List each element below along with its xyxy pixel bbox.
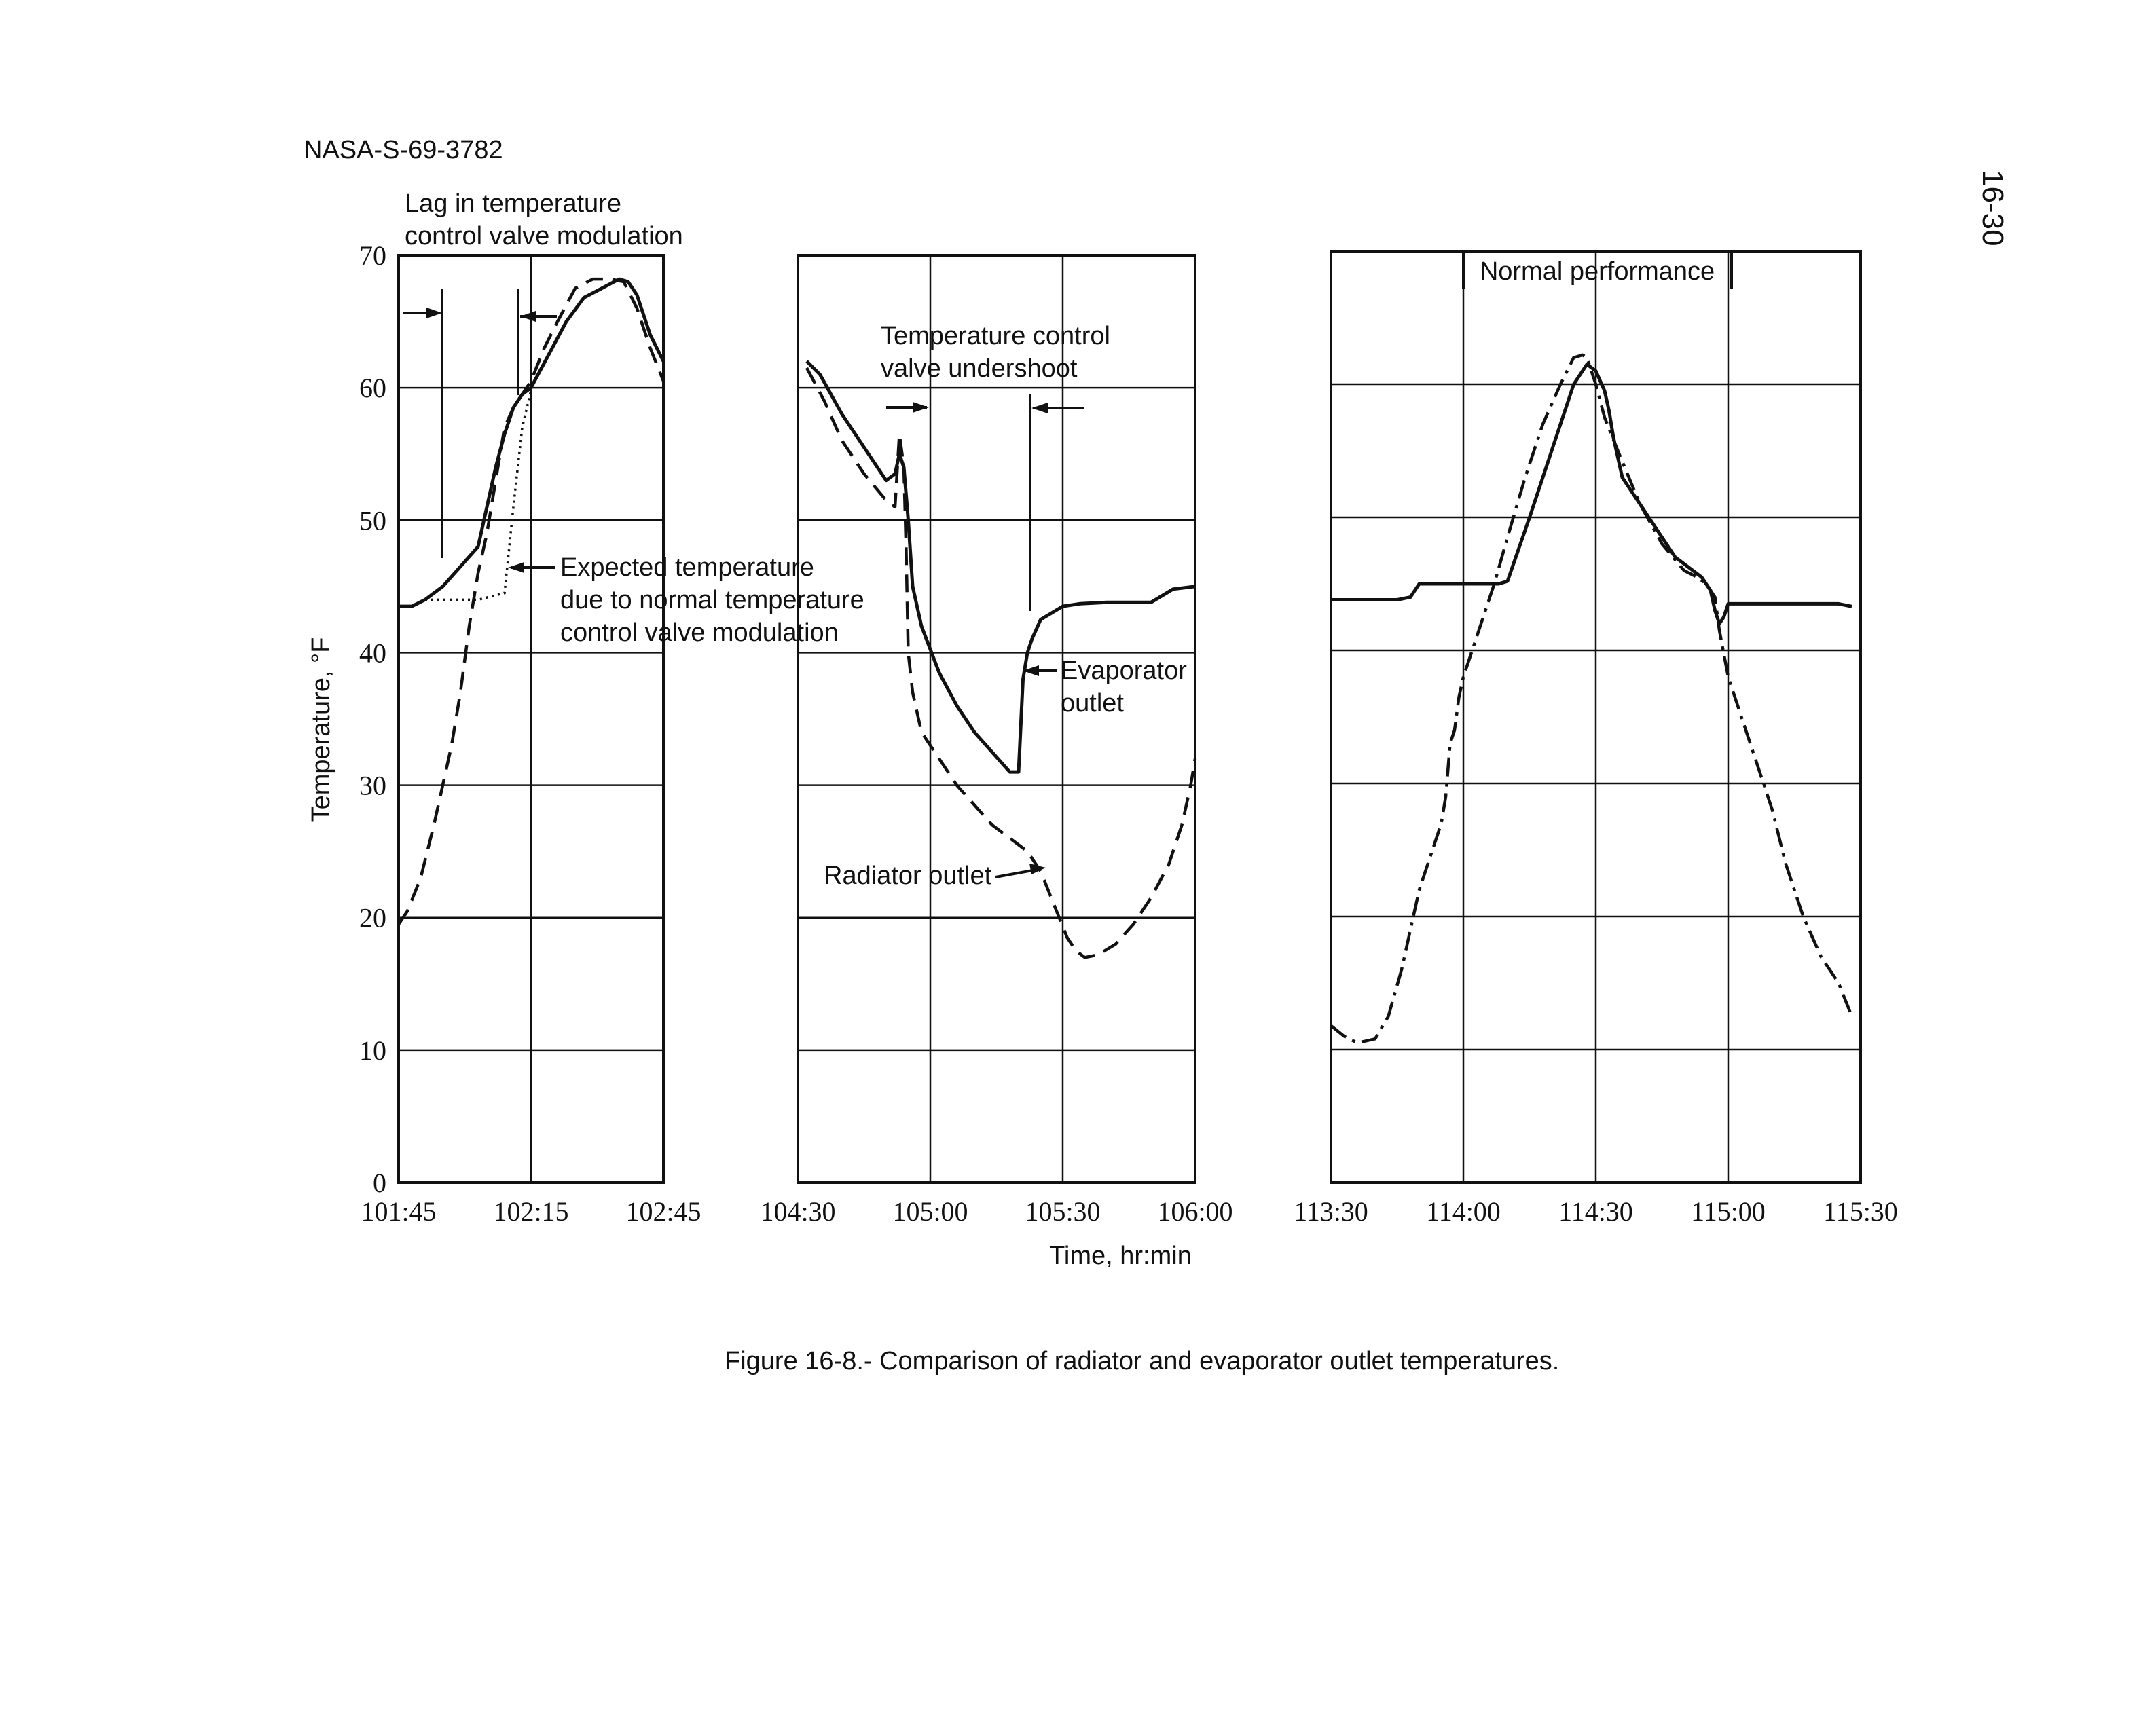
expected-temperature-arrow xyxy=(508,562,555,573)
x-axis-label: Time, hr:min xyxy=(1049,1242,1192,1270)
y-tick-label: 50 xyxy=(359,505,386,536)
right-panel: 113:30 114:00 114:30 115:00 115:30 xyxy=(1294,250,1898,1227)
expected-annotation-line-3: control valve modulation xyxy=(560,618,839,647)
radiator-outlet-series-line xyxy=(805,367,1197,959)
x-tick-label: 115:00 xyxy=(1691,1196,1766,1227)
y-tick-label: 20 xyxy=(359,903,386,933)
expected-annotation-line-2: due to normal temperature xyxy=(560,586,864,614)
expected-temperature-annotation: Expected temperature due to normal tempe… xyxy=(560,553,871,647)
y-tick-label: 0 xyxy=(373,1168,386,1198)
plot-frame xyxy=(797,254,1196,1184)
evaporator-label-line-2: outlet xyxy=(1061,689,1124,718)
figure-caption: Figure 16-8.- Comparison of radiator and… xyxy=(725,1347,1559,1375)
normal-performance-box xyxy=(1462,251,1733,289)
lag-annotation-line-2: control valve modulation xyxy=(405,222,683,251)
evaporator-outlet-label: Evaporator outlet xyxy=(1061,656,1194,718)
x-tick-label: 114:00 xyxy=(1426,1196,1501,1227)
x-tick-label: 106:00 xyxy=(1157,1196,1232,1227)
normal-performance-title: Normal performance xyxy=(1480,257,1715,286)
left-panel: 0 10 20 30 40 50 60 70 101:45 102:15 102:45 xyxy=(359,240,701,1227)
plot-frame xyxy=(397,254,665,1184)
middle-panel: 104:30 105:00 105:30 106:00 xyxy=(760,254,1233,1227)
solid-series-line xyxy=(1331,363,1852,626)
x-tick-label: 101:45 xyxy=(361,1196,436,1227)
evaporator-outlet-arrow xyxy=(1023,665,1057,676)
x-tick-label: 105:00 xyxy=(892,1196,968,1227)
doc-id: NASA-S-69-3782 xyxy=(304,136,503,164)
x-tick-label: 104:30 xyxy=(760,1196,835,1227)
x-tick-label: 113:30 xyxy=(1294,1196,1368,1227)
undershoot-annotation-line-1: Temperature control xyxy=(881,322,1110,350)
x-tick-label: 102:45 xyxy=(625,1196,701,1227)
y-tick-label: 60 xyxy=(359,373,386,403)
y-axis-label: Temperature, °F xyxy=(307,637,335,823)
dashdot-series-line xyxy=(1330,353,1854,1045)
undershoot-arrows xyxy=(886,394,1084,611)
plot-frame xyxy=(1330,250,1862,1184)
expected-annotation-line-1: Expected temperature xyxy=(560,553,814,582)
x-tick-label: 115:30 xyxy=(1823,1196,1898,1227)
lag-arrows xyxy=(403,289,557,558)
lag-annotation-line-1: Lag in temperature xyxy=(405,189,621,218)
x-tick-label: 105:30 xyxy=(1025,1196,1100,1227)
radiator-outlet-arrow xyxy=(995,864,1046,878)
lag-annotation: Lag in temperature control valve modulat… xyxy=(405,189,683,251)
page-number: 16-30 xyxy=(1976,170,2009,246)
y-tick-label: 10 xyxy=(359,1035,386,1066)
undershoot-annotation: Temperature control valve undershoot xyxy=(881,322,1118,383)
y-tick-label: 40 xyxy=(359,637,386,668)
x-tick-label: 114:30 xyxy=(1558,1196,1633,1227)
radiator-outlet-label: Radiator outlet xyxy=(824,862,992,890)
evaporator-outlet-series-line xyxy=(805,360,1196,774)
evaporator-label-line-1: Evaporator xyxy=(1061,656,1187,685)
x-tick-label: 102:15 xyxy=(493,1196,568,1227)
undershoot-annotation-line-2: valve undershoot xyxy=(881,354,1078,383)
y-tick-label: 70 xyxy=(359,240,386,271)
dotted-series-line xyxy=(425,390,532,601)
y-tick-label: 30 xyxy=(359,771,386,801)
